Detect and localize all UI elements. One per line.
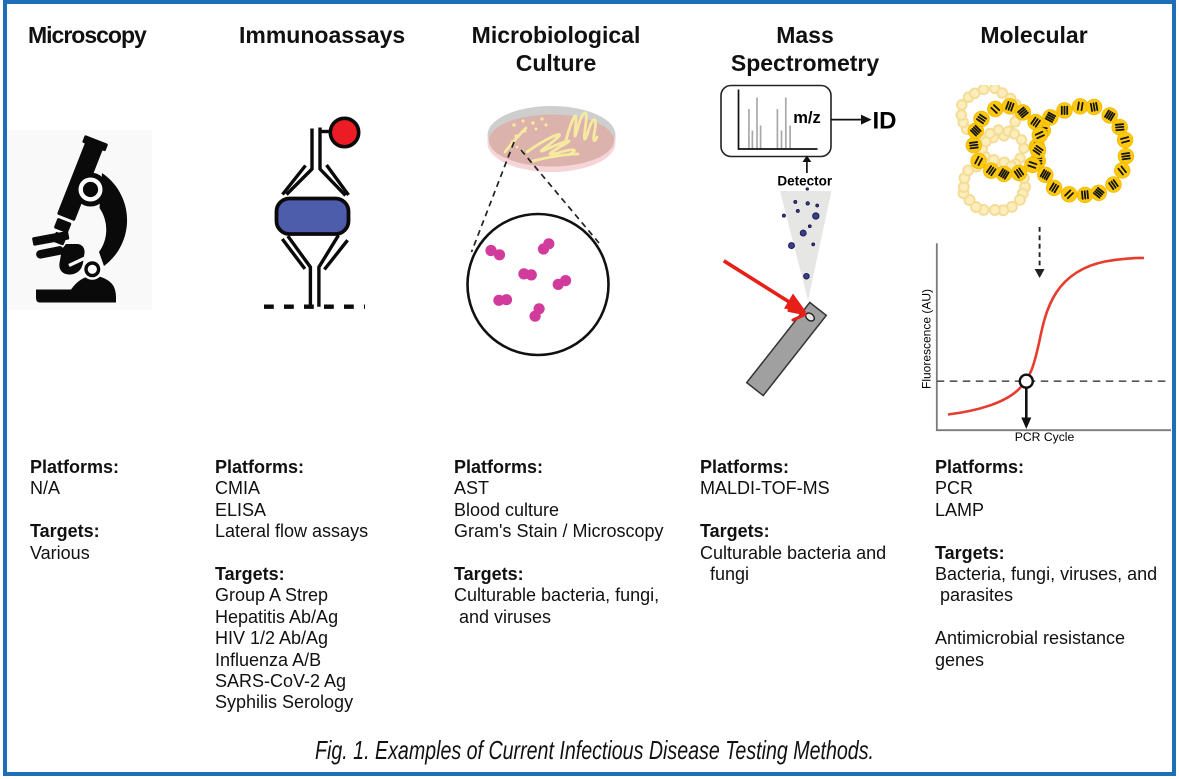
svg-text:m/z: m/z <box>793 109 821 127</box>
svg-text:ID: ID <box>873 108 897 135</box>
svg-text:Fluorescence (AU): Fluorescence (AU) <box>920 289 934 389</box>
svg-text:PCR Cycle: PCR Cycle <box>1015 430 1075 444</box>
svg-text:Detector: Detector <box>777 174 833 189</box>
